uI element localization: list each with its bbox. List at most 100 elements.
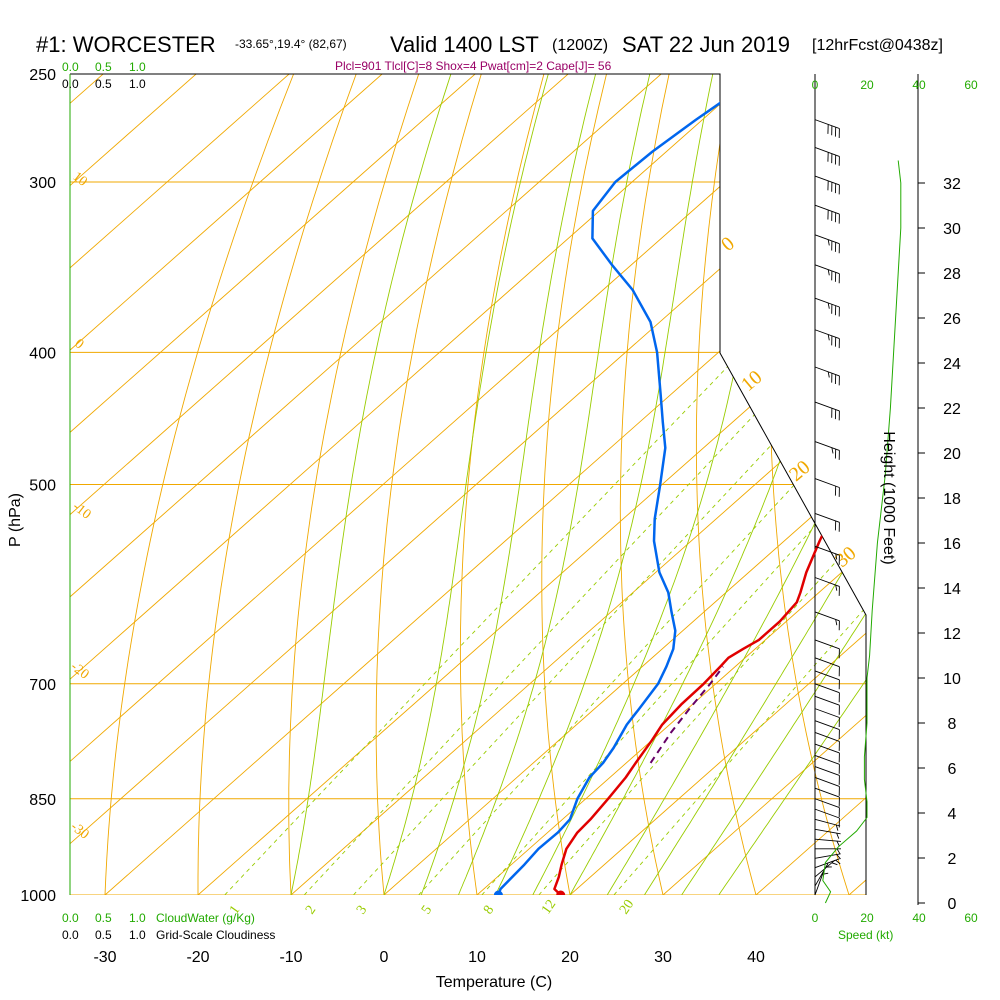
speed-axis-label: Speed (kt) [838,928,893,942]
mixing-ratio-label-3: 5 [419,903,435,917]
wind-barb-staff-29 [814,441,840,451]
wind-barb-staff-26 [814,545,840,556]
dry-adiabat--20 [197,74,357,895]
x-tick-4: 10 [468,949,486,966]
x-tick-6: 30 [654,949,672,966]
wind-barb-staff-28 [814,478,840,488]
moist-adiabat-12 [495,74,714,895]
moist-adiabat-32 [681,74,866,895]
speed-tick-top-2: 40 [912,78,926,92]
isotherm-10 [476,74,866,895]
wind-barb-staff-12 [814,777,840,787]
height-tick-16: 32 [943,176,961,193]
utc-time: (1200Z) [552,37,608,54]
wind-barb-feather-7-1 [836,832,840,839]
height-tick-14: 28 [943,266,961,283]
isotherm--100 [70,74,383,895]
pressure-tick-1: 300 [29,175,56,192]
forecast-run: [12hrFcst@0438z] [812,37,943,54]
speed-tick-bottom-0: 0 [812,911,819,925]
wind-barb-feather-31-3 [827,371,830,378]
wind-barb-feather-34-3 [827,269,830,276]
wind-barb-staff-39 [814,119,840,129]
wind-barb-staff-34 [814,264,840,275]
wind-speed-trace [822,160,902,904]
forecast-date: SAT 22 Jun 2019 [622,32,790,57]
wind-barb-staff-27 [814,512,840,523]
cloud-top-green-1: 0.5 [95,60,112,74]
mixing-ratio-5 [418,352,866,895]
wind-barb-staff-15 [814,743,840,754]
sounding-profiles [493,100,866,895]
moist-adiabat-24 [606,74,866,895]
temperature-line [553,108,866,895]
mixing-ratio-2 [303,352,814,895]
cloud-top-green-0: 0.0 [62,60,79,74]
wind-barb-feather-35-3 [827,239,830,246]
wind-barb-staff-18 [814,708,840,718]
wind-barb-staff-25 [814,577,840,587]
wind-barb-staff-13 [814,766,840,776]
cloud-scale-bottom: 0.0 0.5 1.0 CloudWater (g/Kg) 0.0 0.5 1.… [62,911,275,942]
wind-barb-feather-32-3 [827,334,830,341]
wind-barb-staff-32 [814,329,840,340]
height-tick-6: 12 [943,626,961,643]
wind-barb-staff-35 [814,234,840,245]
valid-time: Valid 1400 LST [390,32,539,57]
dry-adiabat-10 [459,74,545,895]
wind-barb-staff-9 [814,808,840,819]
height-tick-10: 20 [943,446,961,463]
wind-barb-staff-24 [814,611,840,622]
height-tick-9: 18 [943,491,961,508]
pressure-tick-6: 1000 [20,888,56,905]
height-tick-5: 10 [943,671,961,688]
isotherm--80 [70,74,569,895]
height-tick-12: 24 [943,356,961,373]
speed-tick-bottom-3: 60 [964,911,978,925]
wind-barb-feather-8-1 [835,824,839,831]
x-tick-0: -30 [93,949,116,966]
height-tick-4: 8 [948,716,957,733]
surface-temperature-marker [556,890,566,895]
wind-barb-staff-17 [814,720,840,731]
x-tick-7: 40 [747,949,765,966]
cloud-top-black-0: 0.0 [62,77,79,91]
mixing-ratio-label-2: 3 [354,903,370,917]
parcel-line [649,665,724,764]
plot-frame [70,73,867,895]
wind-barb-staff-33 [814,297,840,308]
speed-tick-top-0: 0 [812,78,819,92]
dry-adiabat-label-1: 0 [72,336,87,352]
wind-barb-staff-38 [814,147,840,157]
x-axis-title: Temperature (C) [436,974,552,991]
speed-tick-bottom-1: 20 [860,911,874,925]
mixing-ratio-label-6: 20 [617,897,637,917]
speed-tick-top-3: 60 [964,78,978,92]
x-tick-3: 0 [380,949,389,966]
dry-adiabat-40 [695,74,757,895]
wind-barb-feather-4-1 [836,854,841,860]
wind-barb-staff-16 [814,732,840,742]
height-tick-13: 26 [943,311,961,328]
moist-adiabat-0 [383,74,549,895]
pressure-tick-2: 400 [29,345,56,362]
wind-barb-staff-10 [814,798,840,809]
height-tick-8: 16 [943,536,961,553]
moist-adiabat--10 [290,74,452,895]
cloud-bottom-green-2: 1.0 [129,911,146,925]
station-title: #1: WORCESTER [36,32,216,57]
cloud-top-black-2: 1.0 [129,77,146,91]
dry-adiabat-label-2: -10 [70,499,94,522]
height-tick-3: 6 [948,761,957,778]
isotherm--30 [104,74,866,895]
mixing-ratio-8 [481,352,866,895]
isotherm--20 [197,74,866,895]
wind-barb-staff-20 [814,683,840,694]
mixing-ratio-3 [353,352,859,895]
wind-barb-staff-22 [814,657,840,668]
cloud-top-green-2: 1.0 [129,60,146,74]
moist-adiabat-28 [644,74,866,895]
height-tick-7: 14 [943,581,961,598]
y-axis-title: P (hPa) [7,493,24,547]
